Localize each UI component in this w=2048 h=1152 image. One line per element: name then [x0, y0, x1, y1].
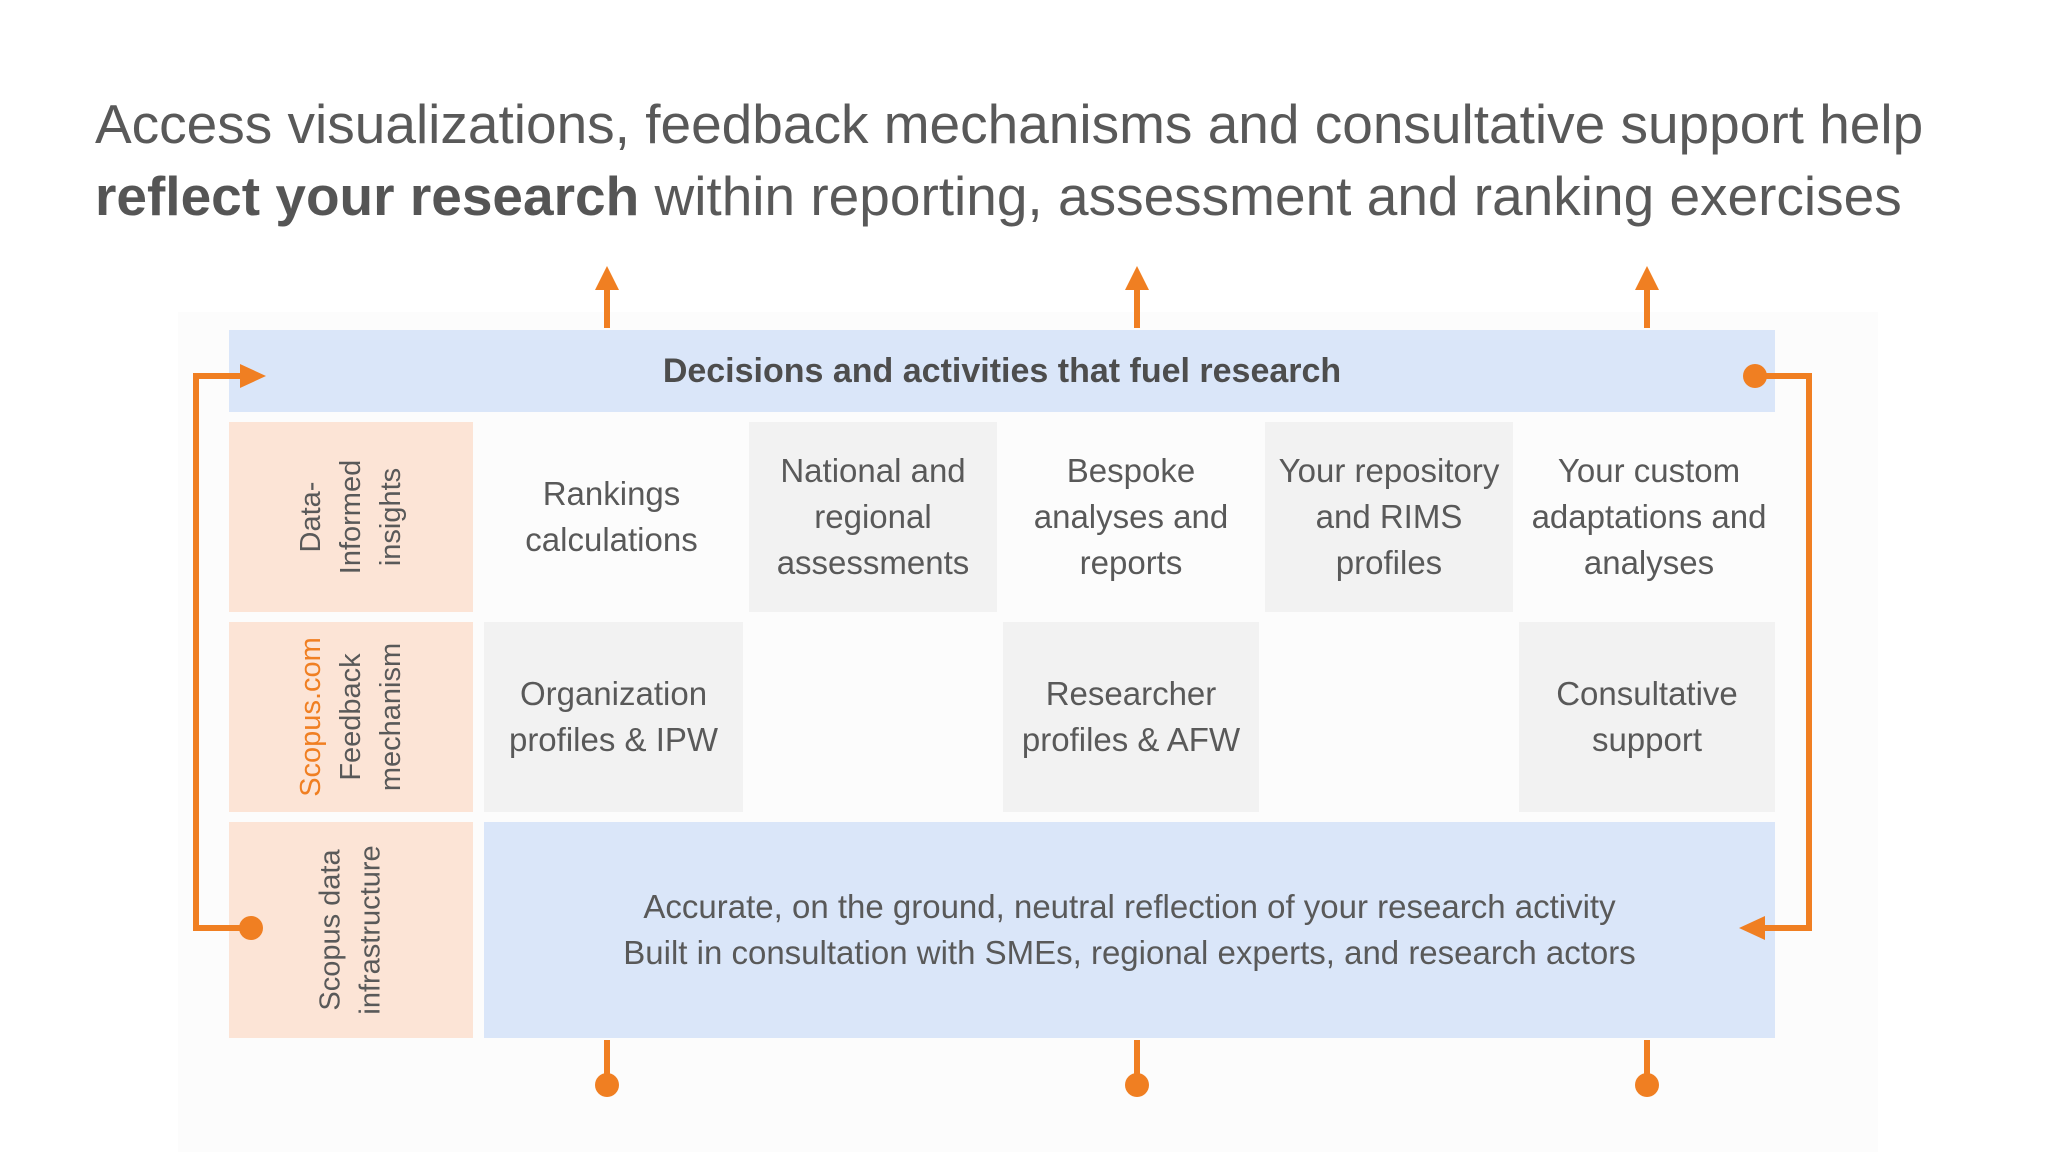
headline-bold-phrase: reflect your research [95, 165, 640, 227]
right-loop-connector [1755, 373, 1812, 931]
bottom-dot-left [595, 1073, 619, 1097]
top-arrow-right-head [1635, 266, 1659, 290]
row-label-feedback: Scopus.com Feedback mechanism [229, 622, 473, 812]
cell-national-regional-assessments: National and regional assessments [749, 422, 997, 612]
cell-consultative-support: Consultative support [1519, 622, 1775, 812]
top-arrow-left-head [595, 266, 619, 290]
row-label-infrastructure: Scopus data infrastructure [229, 822, 473, 1038]
cell-custom-adaptations: Your custom adaptations and analyses [1531, 452, 1767, 581]
infrastructure-line-1: Accurate, on the ground, neutral reflect… [643, 888, 1616, 925]
bottom-dot-right [1635, 1073, 1659, 1097]
bottom-dot-middle [1125, 1073, 1149, 1097]
cell-organization-profiles: Organization profiles & IPW [484, 622, 743, 812]
left-loop-arrowhead [240, 364, 266, 388]
headline-line-2: reflect your research within reporting, … [95, 160, 1995, 232]
cell-researcher-profiles: Researcher profiles & AFW [1003, 622, 1259, 812]
cell-repository-rims-profiles: Your repository and RIMS profiles [1265, 422, 1513, 612]
row-label-insights: Data- Informed insights [229, 422, 473, 612]
left-loop-start-dot [239, 916, 263, 940]
left-loop-connector [193, 373, 251, 931]
infrastructure-description: Accurate, on the ground, neutral reflect… [484, 822, 1775, 1038]
infrastructure-line-2: Built in consultation with SMEs, regiona… [623, 934, 1636, 971]
cell-bespoke-analyses: Bespoke analyses and reports [1033, 452, 1229, 581]
headline-line-2-rest: within reporting, assessment and ranking… [639, 165, 1902, 227]
cell-rankings-calculations: Rankings calculations [525, 475, 698, 558]
decisions-banner: Decisions and activities that fuel resea… [229, 330, 1775, 412]
right-loop-arrowhead [1739, 916, 1765, 940]
top-arrow-middle-head [1125, 266, 1149, 290]
headline-line-1: Access visualizations, feedback mechanis… [95, 93, 1924, 155]
right-loop-start-dot [1743, 364, 1767, 388]
headline: Access visualizations, feedback mechanis… [95, 88, 1995, 232]
